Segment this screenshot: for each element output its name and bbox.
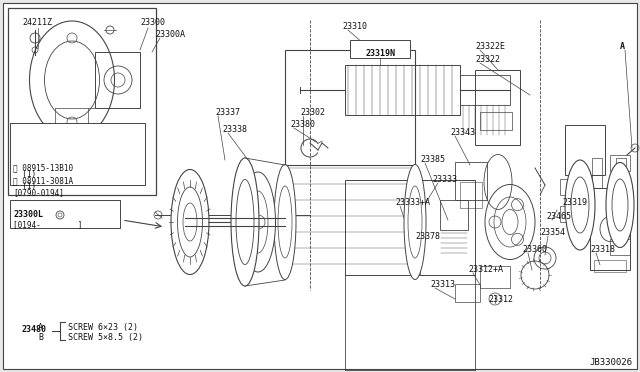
Text: 23360: 23360 [522, 245, 547, 254]
Bar [95, 52, 140, 108]
Text: 24211Z: 24211Z [22, 18, 52, 27]
Bar [455, 284, 480, 302]
Ellipse shape [565, 160, 595, 250]
Bar [592, 158, 602, 188]
Bar [460, 182, 482, 208]
Ellipse shape [404, 164, 426, 279]
Text: 23300L: 23300L [13, 210, 43, 219]
Bar [616, 158, 626, 188]
Bar [560, 179, 582, 195]
Text: SCREW 5×8.5 (2): SCREW 5×8.5 (2) [68, 333, 143, 342]
Text: B: B [190, 250, 195, 259]
Text: ⓝ 08911-3081A: ⓝ 08911-3081A [13, 176, 73, 185]
Bar [610, 239, 630, 255]
Text: 23337: 23337 [215, 108, 240, 117]
Bar [475, 70, 520, 145]
Text: 23380: 23380 [290, 120, 315, 129]
Bar [350, 40, 410, 58]
Bar [460, 75, 510, 105]
Bar [10, 123, 145, 185]
Bar [345, 180, 475, 275]
Text: 23318: 23318 [590, 245, 615, 254]
Text: 23310: 23310 [342, 22, 367, 31]
Text: 23354: 23354 [540, 228, 565, 237]
Text: SCREW 6×23 (2): SCREW 6×23 (2) [68, 323, 138, 332]
Bar [285, 50, 415, 165]
Bar [8, 8, 156, 195]
Text: 23319N: 23319N [365, 49, 395, 58]
Bar [590, 188, 630, 270]
Text: 23300: 23300 [140, 18, 165, 27]
Text: 23312+A: 23312+A [468, 265, 503, 274]
Bar [10, 200, 120, 228]
Text: 23319: 23319 [562, 198, 587, 207]
Text: [0194-        ]: [0194- ] [13, 220, 83, 229]
Bar [480, 266, 510, 288]
Text: [0790-0194]: [0790-0194] [13, 188, 64, 197]
Text: 23300A: 23300A [155, 30, 185, 39]
Text: 23302: 23302 [300, 108, 325, 117]
Bar [610, 155, 630, 171]
Text: 23333: 23333 [432, 175, 457, 184]
Text: 23313: 23313 [430, 280, 455, 289]
Text: 23343: 23343 [450, 128, 475, 137]
Text: (1): (1) [13, 170, 36, 179]
Bar [594, 260, 626, 272]
Bar [565, 125, 605, 175]
Text: 23333+A: 23333+A [395, 198, 430, 207]
Ellipse shape [274, 164, 296, 279]
Bar [480, 112, 512, 130]
Text: 23480: 23480 [22, 325, 47, 334]
Text: 23385: 23385 [420, 155, 445, 164]
Text: 23378: 23378 [415, 232, 440, 241]
Text: 23322: 23322 [475, 55, 500, 64]
Bar [455, 162, 487, 200]
Text: 23465: 23465 [546, 212, 571, 221]
Text: B: B [38, 333, 43, 342]
Text: (1): (1) [13, 182, 36, 191]
Bar [560, 206, 582, 222]
Text: A: A [620, 42, 625, 51]
Ellipse shape [231, 158, 259, 286]
Text: A: A [38, 323, 43, 332]
Text: 23312: 23312 [488, 295, 513, 304]
Text: 23322E: 23322E [475, 42, 505, 51]
Text: 23338: 23338 [222, 125, 247, 134]
Ellipse shape [606, 163, 634, 247]
Text: ⓘ 08915-13B10: ⓘ 08915-13B10 [13, 163, 73, 172]
Text: JB330026: JB330026 [589, 358, 632, 367]
Text: 23337A: 23337A [172, 235, 202, 244]
Ellipse shape [171, 170, 209, 275]
Bar [440, 200, 468, 230]
Ellipse shape [241, 172, 275, 272]
